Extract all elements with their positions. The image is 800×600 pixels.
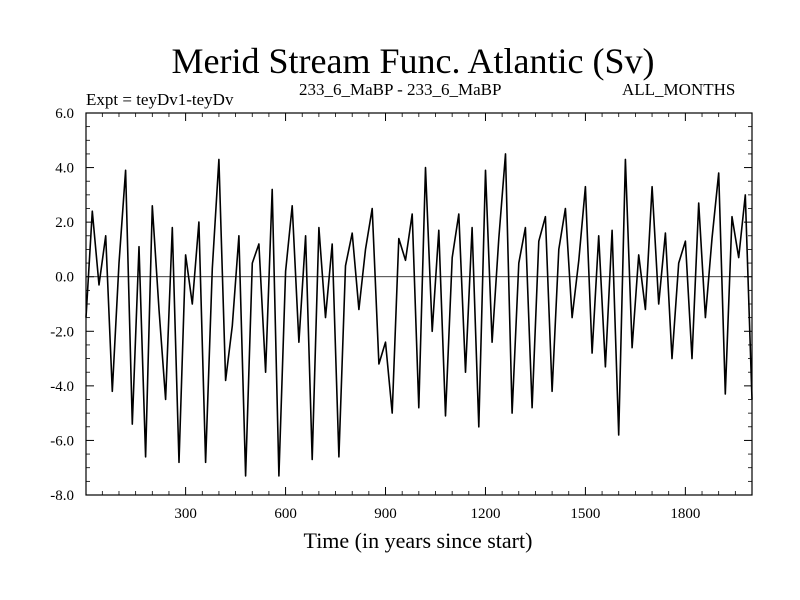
x-tick-label: 1500: [570, 506, 600, 522]
x-tick-label: 600: [274, 506, 297, 522]
y-tick-label: -2.0: [50, 324, 74, 340]
y-tick-label: 4.0: [55, 161, 74, 177]
y-tick-label: 0.0: [55, 270, 74, 286]
y-tick-label: -6.0: [50, 433, 74, 449]
months-label: ALL_MONTHS: [622, 80, 736, 99]
series-line-0: [85, 153, 753, 477]
y-tick-label: -4.0: [50, 379, 74, 395]
x-tick-label: 300: [174, 506, 197, 522]
x-tick-label: 1200: [470, 506, 500, 522]
plot-marks: [85, 153, 753, 477]
run-label: 233_6_MaBP - 233_6_MaBP: [299, 80, 502, 99]
plot-frame: [85, 112, 753, 496]
chart-title: Merid Stream Func. Atlantic (Sv): [171, 41, 655, 81]
y-tick-label: 2.0: [55, 215, 74, 231]
x-tick-label: 1800: [670, 506, 700, 522]
x-tick-label: 900: [374, 506, 397, 522]
experiment-label: Expt = teyDv1-teyDv: [86, 90, 234, 109]
axes: -8.0 -6.0 -4.0 -2.0 0.0 2.0 4.0 6.0 300 600 900 120…: [50, 106, 752, 522]
y-tick-label: -8.0: [50, 488, 74, 504]
y-tick-label: 6.0: [55, 106, 74, 122]
x-axis-label: Time (in years since start): [303, 528, 533, 553]
